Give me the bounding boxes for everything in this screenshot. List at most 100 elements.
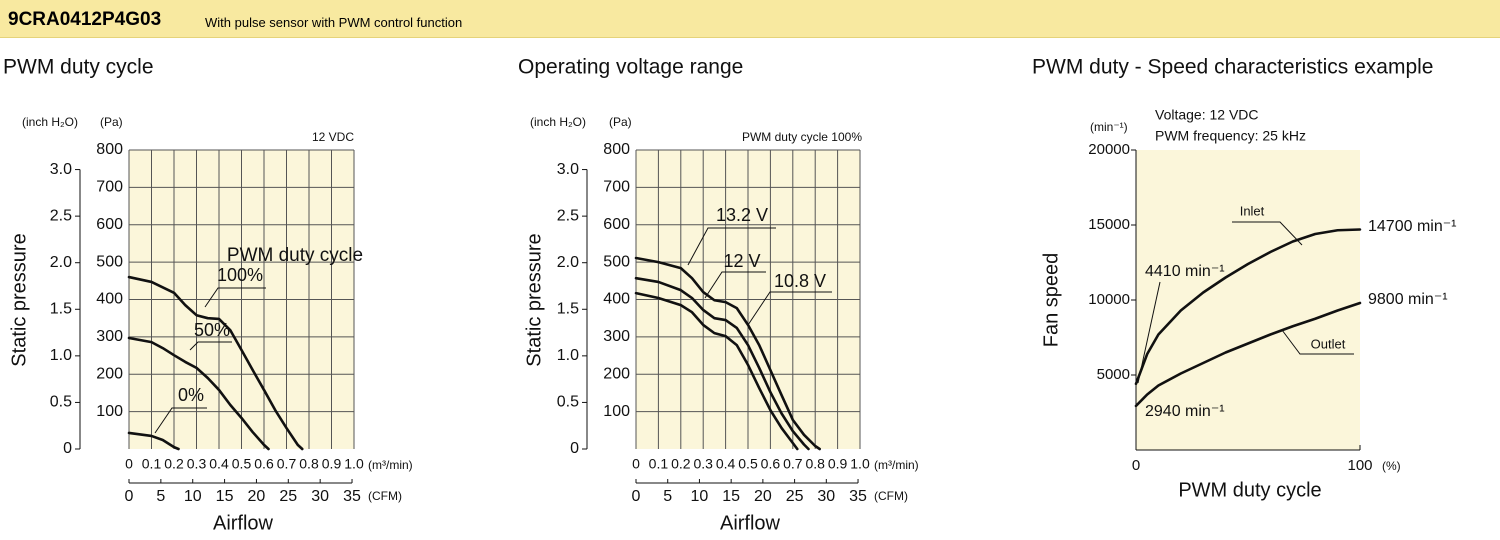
series-line (634, 256, 821, 451)
leader-line (189, 341, 232, 351)
y2-tick-label: 1.0 (50, 347, 72, 364)
y2-tick-label: 1.0 (557, 347, 579, 364)
y-tick-label: 300 (96, 328, 123, 345)
series-line (127, 336, 270, 451)
value-label: 2940 min⁻¹ (1145, 403, 1225, 420)
description: With pulse sensor with PWM control funct… (205, 15, 463, 30)
x2-tick-label: 20 (248, 488, 266, 505)
series-line (1134, 301, 1362, 408)
value-label: 9800 min⁻¹ (1368, 291, 1448, 308)
y-tick-label: 800 (603, 141, 630, 158)
series-line (634, 291, 799, 451)
y-tick-label: 700 (96, 179, 123, 196)
x-axis-label: Airflow (720, 512, 781, 534)
x2-tick-label: 35 (849, 488, 867, 505)
x-tick-label: 0.3 (693, 456, 713, 472)
x-tick-label: 0.9 (322, 456, 342, 472)
y2-tick-label: 0.5 (50, 394, 72, 411)
x2-tick-label: 10 (184, 488, 202, 505)
y2-tick-label: 0.5 (557, 394, 579, 411)
x-tick-label: 0 (125, 456, 133, 472)
leader-line (1281, 329, 1354, 355)
series-line (127, 275, 304, 451)
legend-title: PWM duty cycle (227, 245, 363, 266)
y2-tick-label: 0 (63, 440, 72, 457)
x-tick-label: 0.1 (649, 456, 669, 472)
x2-tick-label: 25 (786, 488, 804, 505)
plot-area (1136, 150, 1360, 450)
y2-tick-label: 2.0 (50, 254, 72, 271)
x-unit: (m³/min) (874, 458, 919, 472)
annotation: 12 VDC (312, 130, 354, 144)
x2-tick-label: 25 (279, 488, 297, 505)
y2-tick-label: 2.5 (50, 207, 72, 224)
y2-tick-label: 2.0 (557, 254, 579, 271)
y2-tick-label: 1.5 (557, 300, 579, 317)
chart-title: PWM duty - Speed characteristics example (1032, 56, 1433, 79)
x-tick-label: 0.5 (232, 456, 252, 472)
series-label: 12 V (723, 251, 760, 271)
header: 9CRA0412P4G03 With pulse sensor with PWM… (0, 0, 1500, 38)
x-tick-label: 0.4 (209, 456, 229, 472)
x2-unit: (CFM) (874, 489, 908, 503)
x-tick-label: 0.4 (716, 456, 736, 472)
x2-tick-label: 35 (343, 488, 361, 505)
y-tick-label: 100 (603, 403, 630, 420)
x2-tick-label: 5 (156, 488, 165, 505)
x2-tick-label: 20 (754, 488, 772, 505)
model: 9CRA0412P4G03 (8, 9, 162, 30)
y-axis-label: Fan speed (1040, 253, 1062, 348)
y-tick-label: 600 (96, 216, 123, 233)
y-axis-label: Static pressure (8, 233, 30, 366)
x2-tick-label: 15 (722, 488, 740, 505)
x-tick-label: 0.9 (828, 456, 848, 472)
y-tick-label: 5000 (1097, 366, 1130, 383)
x-tick-label: 0.8 (805, 456, 825, 472)
y2-unit: (inch H₂O) (530, 115, 586, 129)
x-tick-label: 1.0 (850, 456, 870, 472)
series-label: Outlet (1311, 336, 1346, 351)
chart-title: PWM duty cycle (3, 56, 154, 79)
x-tick-label: 0.6 (761, 456, 781, 472)
y2-tick-label: 2.5 (557, 207, 579, 224)
series-label: 50% (194, 320, 230, 340)
x2-tick-label: 30 (311, 488, 329, 505)
leader-line (687, 227, 776, 266)
y-tick-label: 700 (603, 179, 630, 196)
y-unit: (min⁻¹) (1090, 120, 1128, 134)
x-tick-label: 0 (1132, 457, 1140, 474)
y-tick-label: 400 (96, 291, 123, 308)
leader-line (747, 291, 832, 326)
y-tick-label: 200 (603, 365, 630, 382)
x-tick-label: 0.2 (164, 456, 184, 472)
y-tick-label: 100 (96, 403, 123, 420)
y2-tick-label: 3.0 (50, 161, 72, 178)
x-tick-label: 0 (632, 456, 640, 472)
y-tick-label: 600 (603, 216, 630, 233)
y-tick-label: 500 (96, 253, 123, 270)
y2-tick-label: 3.0 (557, 161, 579, 178)
series-line (127, 431, 180, 451)
x2-tick-label: 5 (663, 488, 672, 505)
y-unit: (Pa) (609, 115, 632, 129)
leader-line (704, 271, 766, 299)
series-label: 10.8 V (774, 271, 826, 291)
x-tick-label: 0.1 (142, 456, 162, 472)
series-line (634, 276, 810, 451)
series-line (1134, 228, 1362, 386)
y-tick-label: 200 (96, 365, 123, 382)
x-tick-label: 0.7 (783, 456, 803, 472)
y2-tick-label: 1.5 (50, 300, 72, 317)
x2-tick-label: 10 (691, 488, 709, 505)
x-tick-label: 0.3 (187, 456, 207, 472)
y2-unit: (inch H₂O) (22, 115, 78, 129)
y-tick-label: 800 (96, 141, 123, 158)
y-axis-label: Static pressure (523, 233, 545, 366)
y-tick-label: 20000 (1088, 141, 1130, 158)
x-tick-label: 0.7 (277, 456, 297, 472)
y-tick-label: 15000 (1088, 216, 1130, 233)
x-axis-label: PWM duty cycle (1178, 479, 1321, 501)
x-tick-label: 0.8 (299, 456, 319, 472)
x-axis-label: Airflow (213, 512, 274, 534)
